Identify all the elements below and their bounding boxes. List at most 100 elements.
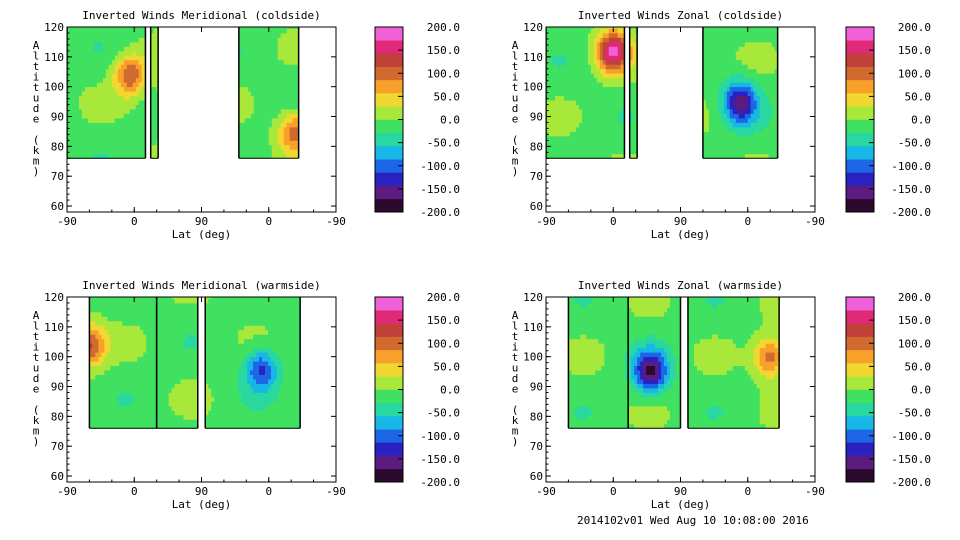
contour-cell <box>152 419 156 425</box>
contour-cell <box>135 55 140 61</box>
contour-cell <box>735 144 740 150</box>
contour-cell <box>208 423 212 429</box>
contour-cell <box>67 27 71 29</box>
contour-cell <box>708 28 713 34</box>
contour-field <box>546 27 779 159</box>
contour-cell <box>98 356 102 362</box>
contour-cell <box>229 383 233 389</box>
contour-cell <box>92 347 96 353</box>
contour-cell <box>126 122 131 128</box>
contour-cell <box>214 347 218 353</box>
contour-cell <box>620 73 625 79</box>
contour-cell <box>250 149 255 155</box>
contour-cell <box>226 414 230 420</box>
contour-cell <box>593 86 598 92</box>
contour-cell <box>569 95 574 101</box>
contour-cell <box>102 37 107 43</box>
contour-cell <box>551 28 556 34</box>
contour-cell <box>128 365 132 371</box>
contour-cell <box>557 55 562 61</box>
contour-cell <box>162 414 167 420</box>
contour-cell <box>717 37 722 43</box>
contour-cell <box>253 28 258 34</box>
contour-cell <box>771 95 776 101</box>
contour-cell <box>129 135 134 141</box>
contour-cell <box>247 122 252 128</box>
contour-cell <box>111 37 116 43</box>
contour-cell <box>102 104 107 110</box>
contour-cell <box>98 347 102 353</box>
contour-cell <box>81 73 86 79</box>
contour-cell <box>295 113 300 119</box>
contour-cell <box>113 325 117 331</box>
contour-cell <box>186 338 190 344</box>
contour-cell <box>605 118 610 123</box>
contour-cell <box>69 113 74 119</box>
contour-cell <box>84 113 89 119</box>
contour-cell <box>223 423 227 429</box>
contour-cell <box>116 419 120 425</box>
contour-cell <box>177 396 181 402</box>
contour-cell <box>162 419 167 425</box>
contour-cell <box>250 50 255 56</box>
contour-cell <box>102 28 107 34</box>
contour-cell <box>195 396 199 402</box>
contour-cell <box>165 383 170 389</box>
contour-cell <box>78 82 83 88</box>
contour-cell <box>756 109 761 114</box>
contour-cell <box>768 59 773 65</box>
contour-cell <box>104 365 108 371</box>
contour-cell <box>256 59 261 65</box>
colorbar-tick-label: -100.0 <box>420 160 460 173</box>
contour-cell <box>566 64 571 70</box>
contour-cell <box>726 59 731 65</box>
contour-cell <box>551 68 556 74</box>
contour-cell <box>292 118 297 123</box>
contour-cell <box>774 122 779 128</box>
contour-cell <box>105 131 110 137</box>
contour-cell <box>93 144 98 150</box>
contour-cell <box>162 297 167 299</box>
contour-cell <box>771 86 776 92</box>
contour-cell <box>192 410 196 416</box>
contour-cell <box>572 86 577 92</box>
contour-cell <box>753 37 758 43</box>
contour-cell <box>174 388 178 393</box>
contour-cell <box>548 149 553 155</box>
contour-cell <box>241 423 245 429</box>
contour-cell <box>762 95 767 101</box>
contour-cell <box>572 122 577 128</box>
contour-cell <box>747 37 752 43</box>
contour-cell <box>214 370 218 375</box>
contour-cell <box>759 59 764 65</box>
contour-cell <box>590 32 595 38</box>
contour-cell <box>180 396 184 402</box>
contour-cell <box>283 59 288 65</box>
contour-cell <box>620 59 625 65</box>
contour-cell <box>762 32 767 38</box>
contour-cell <box>128 343 132 349</box>
contour-cell <box>149 302 153 308</box>
contour-cell <box>729 41 734 47</box>
contour-cell <box>132 86 137 92</box>
contour-cell <box>137 410 141 416</box>
contour-cell <box>292 140 297 146</box>
contour-cell <box>232 307 236 313</box>
contour-cell <box>156 338 161 344</box>
contour-cell <box>705 27 710 29</box>
contour-cell <box>548 126 553 132</box>
contour-cell <box>554 140 559 146</box>
contour-cell <box>125 396 129 402</box>
contour-cell <box>250 100 255 105</box>
contour-cell <box>192 374 196 380</box>
contour-cell <box>292 95 297 101</box>
contour-cell <box>241 298 245 304</box>
contour-cell <box>265 104 270 110</box>
contour-cell <box>765 122 770 128</box>
contour-cell <box>599 37 604 43</box>
contour-cell <box>132 104 137 110</box>
contour-cell <box>611 122 616 128</box>
contour-cell <box>217 361 221 367</box>
contour-cell <box>72 109 77 114</box>
contour-cell <box>244 113 249 119</box>
